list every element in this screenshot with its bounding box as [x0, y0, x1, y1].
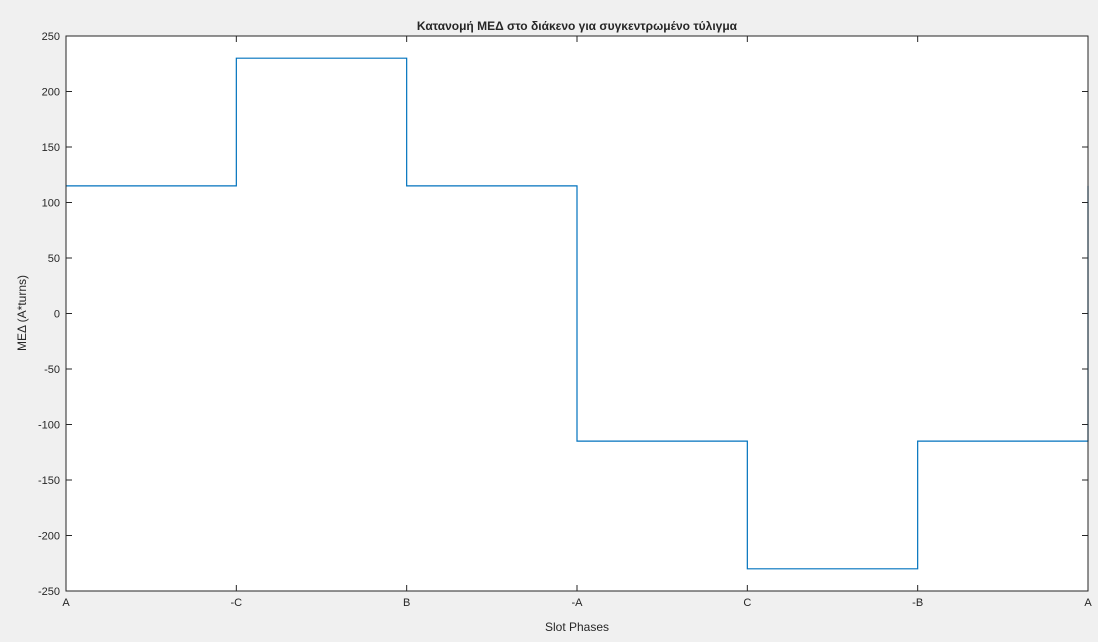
- x-tick-label: -B: [912, 597, 923, 609]
- y-tick-label: 200: [42, 87, 60, 99]
- series-line: [66, 57, 1089, 570]
- y-tick-label: 100: [42, 198, 60, 210]
- series-layer: [66, 57, 1089, 570]
- y-tick-label: -250: [38, 586, 60, 598]
- x-tick-label: -A: [572, 597, 584, 609]
- x-tick-label: A: [1084, 597, 1092, 609]
- y-tick-labels: -250 -200 -150 -100 -50 0 50 100 150 200 250: [38, 31, 60, 598]
- y-tick-label: -50: [44, 364, 60, 376]
- y-tick-label: 150: [42, 142, 60, 154]
- y-axis-label: ΜΕΔ (A*turns): [15, 275, 29, 351]
- x-tick-label: A: [62, 597, 70, 609]
- x-tick-label: B: [403, 597, 410, 609]
- x-tick-labels: A -C B -A C -B A: [62, 597, 1092, 609]
- axes-box: [65, 35, 1089, 592]
- y-tick-label: -100: [38, 420, 60, 432]
- x-tick-label: C: [743, 597, 751, 609]
- y-tick-label: 0: [54, 309, 60, 321]
- x-tick-label: -C: [231, 597, 243, 609]
- chart-title: Κατανομή ΜΕΔ στο διάκενο για συγκεντρωμέ…: [417, 19, 738, 33]
- y-tick-label: -200: [38, 531, 60, 543]
- x-axis-label: Slot Phases: [545, 620, 609, 634]
- y-tick-label: 250: [42, 31, 60, 43]
- y-tick-label: 50: [48, 253, 60, 265]
- y-tick-label: -150: [38, 475, 60, 487]
